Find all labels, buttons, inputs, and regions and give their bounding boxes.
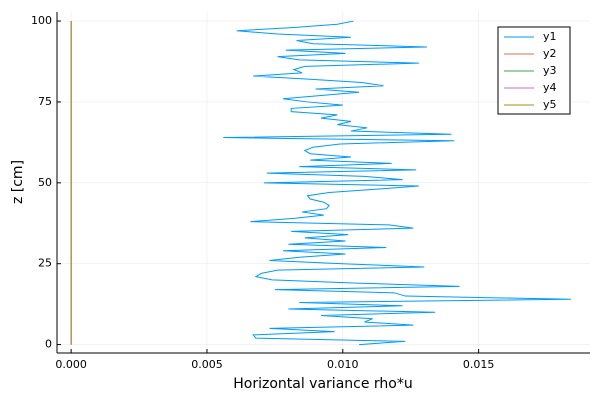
y-tick-label: 50 bbox=[38, 176, 52, 189]
legend-label: y1 bbox=[543, 30, 557, 43]
legend-label: y4 bbox=[543, 81, 557, 94]
y-axis-title: z [cm] bbox=[10, 160, 26, 204]
y-tick-label: 0 bbox=[45, 338, 52, 351]
x-tick-label: 0.010 bbox=[327, 358, 359, 371]
x-tick-label: 0.005 bbox=[191, 358, 223, 371]
legend-label: y5 bbox=[543, 98, 557, 111]
y-tick-label: 100 bbox=[31, 14, 52, 27]
y-tick-label: 75 bbox=[38, 95, 52, 108]
legend-label: y3 bbox=[543, 64, 557, 77]
x-tick-label: 0.015 bbox=[463, 358, 495, 371]
x-axis-title: Horizontal variance rho*u bbox=[233, 376, 412, 392]
series-line bbox=[223, 20, 571, 346]
legend: y1 y2 y3 y4 y5 bbox=[497, 26, 571, 115]
y-tick-label: 25 bbox=[38, 257, 52, 270]
x-tick-label: 0.000 bbox=[55, 358, 87, 371]
legend-label: y2 bbox=[543, 47, 557, 60]
